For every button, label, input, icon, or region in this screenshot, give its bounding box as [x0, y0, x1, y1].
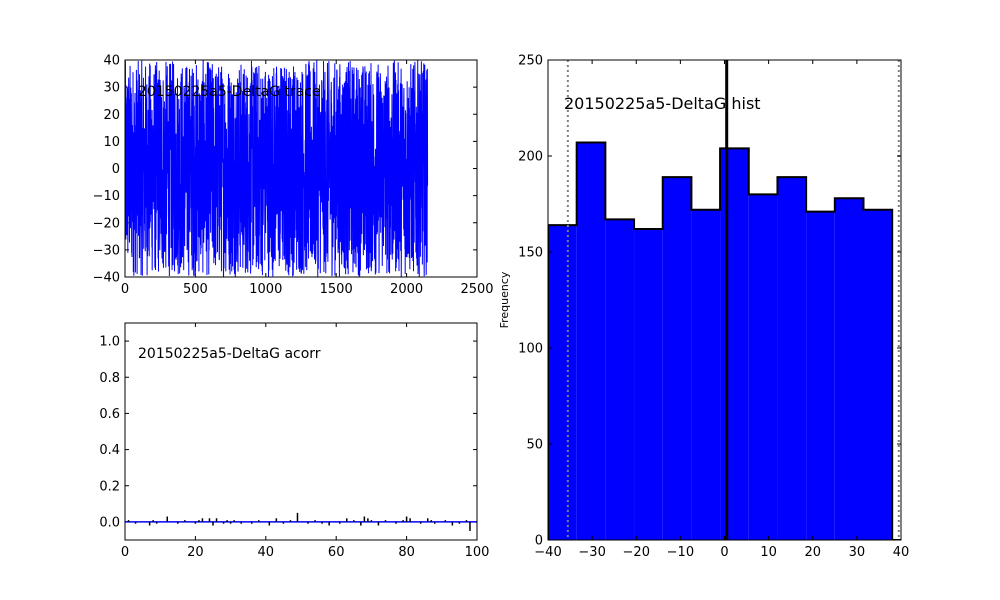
trace-ytick-label: 40: [103, 54, 120, 69]
hist-outline: [548, 141, 901, 540]
trace-xtick-label: 0: [121, 282, 129, 297]
hist-xtick-label: 30: [849, 545, 866, 560]
trace-axes: 0 500 1000 1500 2000 2500 −40 −30 −20 −10 0 10 20 30 4…: [93, 54, 494, 298]
trace-ytick-label: 10: [103, 135, 120, 150]
hist-xtick-label: −30: [578, 545, 605, 560]
hist-ytick-label: 200: [518, 150, 543, 165]
hist-bar: [720, 148, 749, 540]
hist-xtick-label: 10: [760, 545, 777, 560]
acorr-ytick-label: 0.0: [99, 515, 120, 530]
trace-xtick-label: 2500: [460, 282, 493, 297]
trace-ytick-label: −30: [93, 243, 120, 258]
trace-xtick-label: 1000: [249, 282, 282, 297]
hist-axes: −40 −30 −20 −10 0 10 20 30 40 0 50 100 150 200 250 2015…: [498, 54, 910, 561]
acorr-ytick-label: 0.8: [99, 371, 120, 386]
hist-xtick-label: 40: [893, 545, 910, 560]
hist-ylabel: Frequency: [498, 271, 511, 328]
trace-ytick-label: −10: [93, 189, 120, 204]
acorr-xtick-label: 0: [121, 545, 129, 560]
acorr-xtick-label: 100: [465, 545, 490, 560]
acorr-xtick-label: 80: [398, 545, 415, 560]
hist-bar: [548, 225, 577, 540]
trace-xtick-label: 2000: [390, 282, 423, 297]
hist-bar: [576, 142, 606, 540]
acorr-ytick-label: 0.2: [99, 479, 120, 494]
trace-ytick-label: −20: [93, 216, 120, 231]
acorr-xtick-label: 20: [187, 545, 204, 560]
trace-frame: [124, 59, 478, 278]
hist-bar: [863, 209, 893, 540]
hist-bar: [691, 209, 721, 540]
hist-xtick-label: 20: [804, 545, 821, 560]
hist-bar: [634, 228, 663, 540]
acorr-axes: 0 20 40 60 80 100 0.0 0.2 0.4 0.6 0.8 1.0 20150225a5…: [99, 322, 490, 560]
hist-xtick-label: −10: [667, 545, 694, 560]
trace-title: 20150225a5-DeltaG trace: [138, 84, 321, 100]
hist-xtick-label: −40: [534, 545, 561, 560]
hist-bar: [834, 198, 864, 540]
trace-ytick-label: 30: [103, 81, 120, 96]
trace-ytick-label: 20: [103, 108, 120, 123]
hist-bar: [777, 177, 807, 540]
hist-bar: [605, 219, 635, 540]
acorr-title: 20150225a5-DeltaG acorr: [138, 346, 321, 362]
trace-series-line: [124, 60, 429, 277]
hist-ytick-label: 150: [518, 246, 543, 261]
acorr-frame: [124, 322, 478, 541]
trace-xtick-label: 1500: [320, 282, 353, 297]
hist-ytick-label: 100: [518, 342, 543, 357]
hist-ytick-label: 50: [526, 438, 543, 453]
acorr-xtick-label: 40: [258, 545, 275, 560]
hist-bar: [806, 211, 835, 540]
trace-ytick-label: 0: [112, 162, 120, 177]
acorr-ytick-label: 1.0: [99, 335, 120, 350]
hist-xtick-label: 0: [720, 545, 728, 560]
hist-ytick-label: 0: [535, 534, 543, 549]
hist-bars: [548, 141, 901, 540]
hist-bar: [748, 194, 778, 540]
hist-title: 20150225a5-DeltaG hist: [564, 94, 761, 113]
hist-xtick-label: −20: [623, 545, 650, 560]
acorr-ytick-label: 0.6: [99, 407, 120, 422]
hist-ytick-label: 250: [518, 54, 543, 69]
hist-frame: [547, 59, 902, 541]
trace-xtick-label: 500: [183, 282, 208, 297]
acorr-xtick-label: 60: [328, 545, 345, 560]
acorr-ytick-label: 0.4: [99, 443, 120, 458]
trace-ytick-label: −40: [93, 271, 120, 286]
hist-bar: [662, 177, 692, 540]
